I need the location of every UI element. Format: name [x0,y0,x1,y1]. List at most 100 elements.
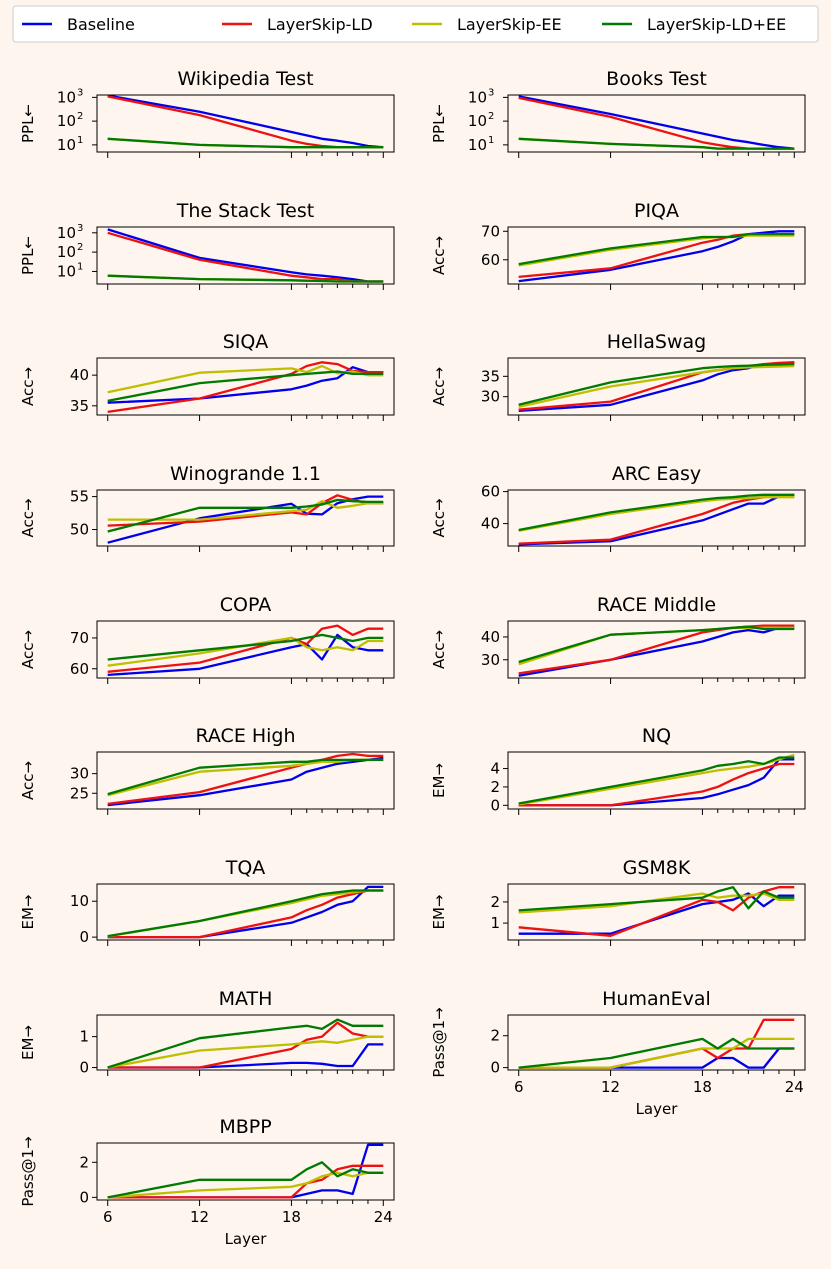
panel-books-test-title: Books Test [606,68,707,90]
panel-copa-line-layerskip-ld [107,624,384,673]
panel-race-high-frame [96,751,395,810]
panel-books-test-ytick-label: 10 [468,136,487,154]
panel-hellaswag-ylabel: Acc→ [430,367,448,406]
panel-humaneval-ytick-label: 0 [490,1059,500,1077]
panel-the-stack-test-ytick-exponent: 2 [77,242,83,253]
panel-mbpp-line-layerskip-ld-ee [107,1161,384,1199]
panel-winogrande-1-1-ytick-label: 50 [70,521,89,539]
panel-mbpp-xtick-label: 24 [374,1208,393,1226]
panel-race-high-ylabel: Acc→ [19,761,37,800]
panel-siqa-title: SIQA [223,331,269,353]
panel-wikipedia-test-line-baseline [107,95,384,149]
panel-the-stack-test-ytick-exponent: 1 [77,261,83,272]
panel-humaneval-line-layerskip-ee [518,1037,795,1069]
panel-the-stack-test-line-layerskip-ld [107,231,384,283]
panel-the-stack-test-title: The Stack Test [176,200,314,222]
panel-hellaswag-line-layerskip-ee [518,364,795,409]
panel-winogrande-1-1-line-layerskip-ee [107,500,384,521]
panel-arc-easy-ytick-label: 40 [481,515,500,533]
panel-the-stack-test-line-layerskip-ld-ee [107,274,384,283]
panel-hellaswag-title: HellaSwag [607,331,706,353]
panel-humaneval-frame [507,1014,806,1071]
panel-the-stack-test-frame [96,226,395,285]
panel-math-line-layerskip-ld-ee [107,1018,384,1069]
panel-the-stack-test-ytick-label: 10 [57,243,76,261]
panel-piqa-ylabel: Acc→ [430,236,448,275]
legend-label-layerskip-ld: LayerSkip-LD [267,15,373,34]
panel-copa-line-baseline [107,633,384,677]
panel-humaneval-xlabel: Layer [636,1100,679,1118]
panel-gsm8k-line-layerskip-ld [518,886,795,937]
panel-race-middle-line-layerskip-ld-ee [518,625,795,664]
panel-piqa-line-layerskip-ld [518,232,795,279]
panel-humaneval-title: HumanEval [602,988,711,1010]
panel-mbpp-ylabel: Pass@1→ [19,1136,37,1206]
panel-nq-line-layerskip-ld-ee [518,756,795,805]
panel-tqa-ytick-label: 0 [79,928,89,946]
panel-siqa: SIQA Acc→ 35 40 [19,331,395,421]
panel-race-middle-title: RACE Middle [597,594,716,616]
panel-mbpp-xlabel: Layer [225,1230,268,1248]
panel-books-test-ytick-label: 10 [468,112,487,130]
panel-books-test-line-layerskip-ld-ee [518,137,795,150]
legend-item-layerskip-ee: LayerSkip-EE [412,15,562,34]
panel-race-middle: RACE Middle Acc→ 30 40 [430,594,806,684]
panel-nq-frame [507,751,806,810]
panel-math: MATH EM→ 0 1 [19,988,395,1077]
panel-arc-easy-line-layerskip-ee [518,496,795,532]
panel-race-high-ytick-label: 25 [70,784,89,802]
panel-hellaswag-frame [507,357,806,416]
panel-winogrande-1-1: Winogrande 1.1 Acc→ 50 55 [19,463,395,552]
panel-arc-easy-line-layerskip-ld [518,493,795,545]
panel-race-high-line-layerskip-ld-ee [107,758,384,796]
panel-tqa-frame [96,883,395,941]
panel-copa-ytick-label: 70 [70,629,89,647]
panel-wikipedia-test-ytick-exponent: 3 [77,87,83,98]
panel-winogrande-1-1-ytick-label: 55 [70,488,89,506]
panel-siqa-ylabel: Acc→ [19,367,37,406]
panel-race-high-title: RACE High [195,725,295,747]
panel-race-middle-ylabel: Acc→ [430,630,448,669]
panel-humaneval-xtick-label: 12 [601,1078,620,1096]
panel-gsm8k-ylabel: EM→ [430,895,448,930]
panel-wikipedia-test-ytick-label: 10 [57,112,76,130]
panel-the-stack-test-ylabel: PPL← [19,236,37,275]
panel-humaneval-line-baseline [518,1047,795,1069]
panel-math-ytick-label: 0 [79,1059,89,1077]
panel-math-title: MATH [219,988,273,1010]
panel-books-test-ytick-exponent: 1 [488,135,494,146]
panel-tqa-title: TQA [225,857,266,879]
panel-nq-ytick-label: 0 [490,796,500,814]
panel-wikipedia-test-line-layerskip-ld-ee [107,137,384,149]
panel-math-ytick-label: 1 [79,1028,89,1046]
panel-books-test-ytick-label: 10 [468,88,487,106]
panel-arc-easy-frame [507,489,806,547]
panel-hellaswag-ytick-label: 30 [481,388,500,406]
legend-item-layerskip-ld: LayerSkip-LD [222,15,373,34]
panel-humaneval: HumanEval Pass@1→ 6 12 18 24 Layer 0 2 [430,988,806,1118]
panel-copa-line-layerskip-ee [107,636,384,667]
panel-mbpp: MBPP Pass@1→ 6 12 18 24 Layer 0 2 [19,1116,395,1248]
panel-race-middle-ytick-label: 40 [481,628,500,646]
legend-label-layerskip-ee: LayerSkip-EE [457,15,562,34]
panel-wikipedia-test-ytick-label: 10 [57,136,76,154]
panel-tqa-ylabel: EM→ [19,895,37,930]
panel-books-test-ylabel: PPL← [430,104,448,143]
panel-hellaswag-line-layerskip-ld-ee [518,362,795,406]
panel-math-line-baseline [107,1043,384,1069]
panel-nq-ytick-label: 2 [490,778,500,796]
panel-nq-line-layerskip-ee [518,753,795,806]
panel-mbpp-ytick-label: 2 [79,1153,89,1171]
panel-winogrande-1-1-line-layerskip-ld-ee [107,498,384,533]
panel-race-middle-frame [507,620,806,679]
panel-humaneval-ytick-label: 2 [490,1027,500,1045]
panel-siqa-line-layerskip-ld [107,361,384,414]
panel-copa: COPA Acc→ 60 70 [19,594,395,684]
legend-item-layerskip-ld-ee: LayerSkip-LD+EE [602,15,786,34]
panel-hellaswag: HellaSwag Acc→ 30 35 [430,331,806,421]
panel-hellaswag-line-layerskip-ld [518,360,795,411]
panel-gsm8k-line-layerskip-ld-ee [518,886,795,912]
